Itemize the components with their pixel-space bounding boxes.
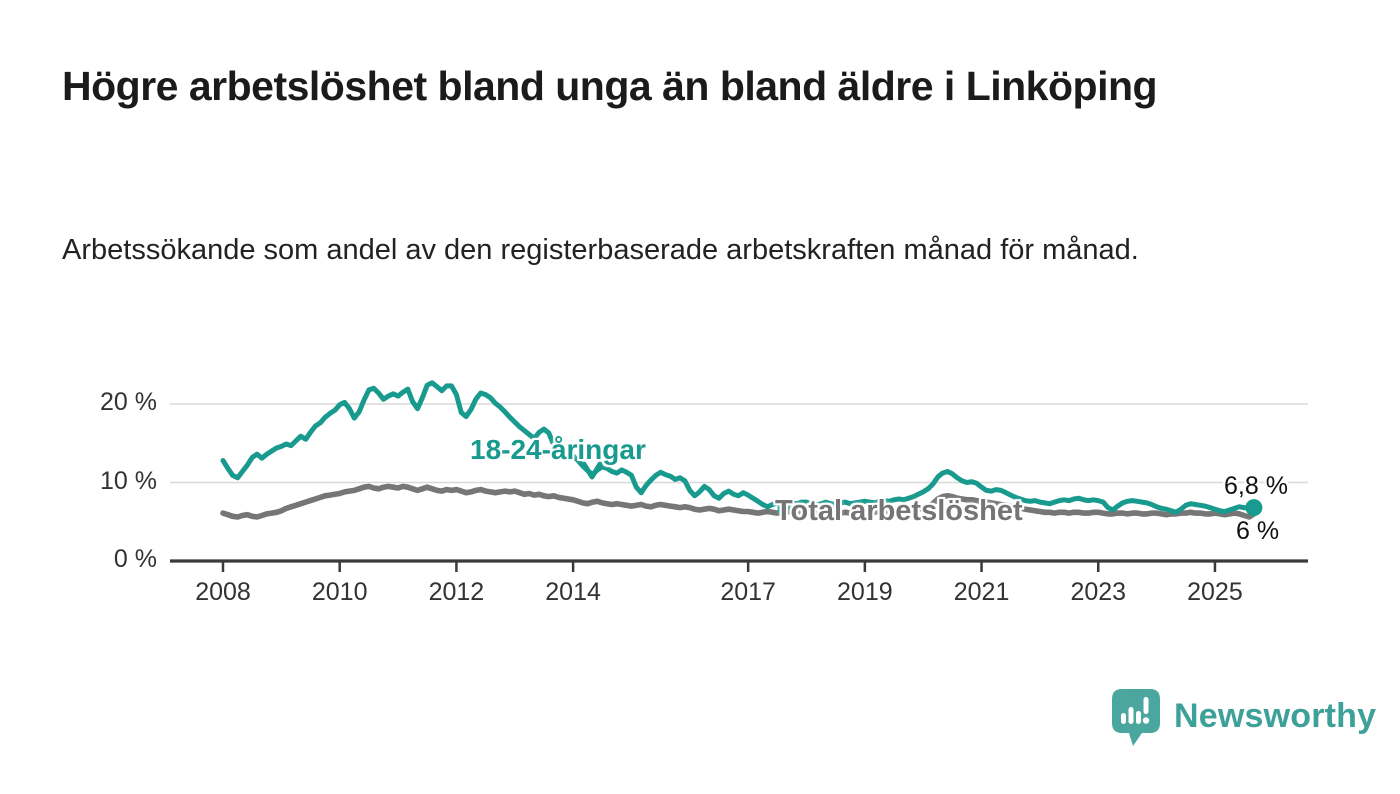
end-value-label-youth: 6,8 % bbox=[1224, 472, 1288, 500]
line-chart bbox=[170, 380, 1308, 572]
x-tick-label-2023: 2023 bbox=[1070, 578, 1127, 606]
series-label-youth: 18-24-åringar bbox=[470, 434, 646, 465]
total-label-arrow-icon bbox=[777, 498, 795, 514]
y-tick-label-10: 10 % bbox=[100, 467, 157, 495]
series-line-youth bbox=[220, 380, 1257, 515]
x-tick-label-2025: 2025 bbox=[1187, 578, 1243, 606]
series-lines bbox=[220, 380, 1257, 520]
newsworthy-logo-text: Newsworthy bbox=[1174, 696, 1377, 735]
branding: Newsworthy bbox=[1112, 686, 1376, 746]
x-tick-label-2021: 2021 bbox=[953, 578, 1010, 606]
x-axis bbox=[170, 559, 1308, 572]
x-tick-label-2014: 2014 bbox=[545, 578, 601, 606]
gridlines bbox=[170, 403, 1308, 484]
series-label-total: Total arbetslöshet bbox=[775, 495, 1023, 527]
page-title: Högre arbetslöshet bland unga än bland ä… bbox=[62, 63, 1158, 109]
youth-label-arrow-icon bbox=[581, 461, 603, 480]
page-subtitle: Arbetssökande som andel av den registerb… bbox=[62, 234, 1139, 266]
x-tick-label-2019: 2019 bbox=[837, 578, 893, 606]
x-tick-label-2017: 2017 bbox=[720, 578, 776, 606]
x-tick-label-2012: 2012 bbox=[428, 578, 485, 606]
series-end-dot bbox=[1245, 499, 1263, 517]
series-line-total bbox=[220, 483, 1257, 520]
newsworthy-logo-icon bbox=[1112, 689, 1160, 746]
y-tick-label-20: 20 % bbox=[100, 388, 157, 416]
x-tick-label-2010: 2010 bbox=[311, 578, 368, 606]
x-tick-label-2008: 2008 bbox=[195, 578, 251, 606]
y-tick-label-0: 0 % bbox=[113, 545, 157, 573]
end-value-label-total: 6 % bbox=[1236, 517, 1280, 545]
